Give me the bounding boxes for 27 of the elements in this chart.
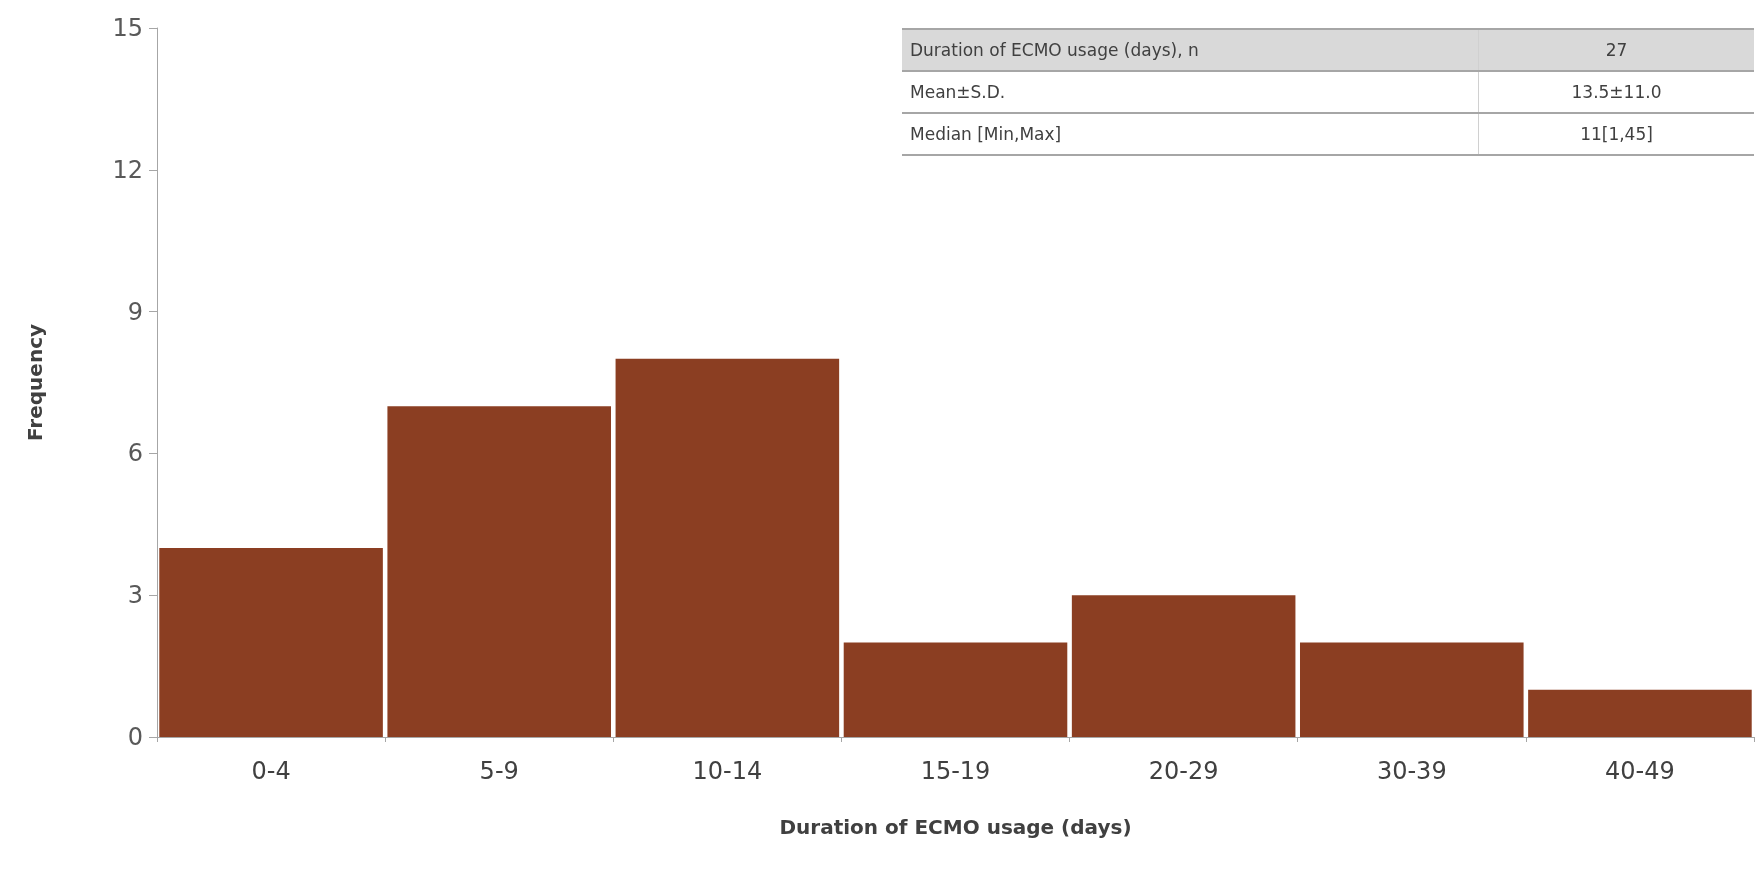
- bar: [1071, 595, 1296, 737]
- y-tick-label: 3: [127, 581, 143, 610]
- annotation: Mean±S.D.: [902, 71, 1479, 113]
- y-tick-label: 0: [127, 723, 143, 751]
- bar: [1300, 642, 1524, 737]
- bar: [843, 642, 1068, 737]
- x-tick-label: 5-9: [479, 757, 519, 785]
- annotation: 13.5±11.0: [1570, 81, 1663, 104]
- bar: [387, 406, 611, 737]
- bar: [159, 547, 383, 737]
- annotation: 11[1,45]: [1579, 123, 1654, 146]
- bar: [1528, 689, 1752, 737]
- x-tick-label: 10-14: [692, 757, 763, 785]
- y-tick-label: 9: [127, 297, 143, 326]
- bar: [615, 358, 840, 737]
- x-tick-label: 15-19: [920, 757, 991, 785]
- x-tick-label: 30-39: [1376, 757, 1447, 785]
- y-tick-label: 12: [112, 155, 143, 184]
- y-axis-title: Frequency: [23, 323, 47, 442]
- x-tick-label: 0-4: [251, 757, 291, 785]
- x-tick-label: 40-49: [1605, 757, 1675, 785]
- annotation: Duration of ECMO usage (days), n: [902, 29, 1479, 71]
- x-tick-label: 20-29: [1148, 757, 1219, 785]
- y-tick-label: 15: [112, 14, 143, 42]
- x-axis-title: Duration of ECMO usage (days): [779, 815, 1132, 839]
- annotation: Median [Min,Max]: [902, 113, 1479, 155]
- y-tick-label: 6: [127, 439, 143, 468]
